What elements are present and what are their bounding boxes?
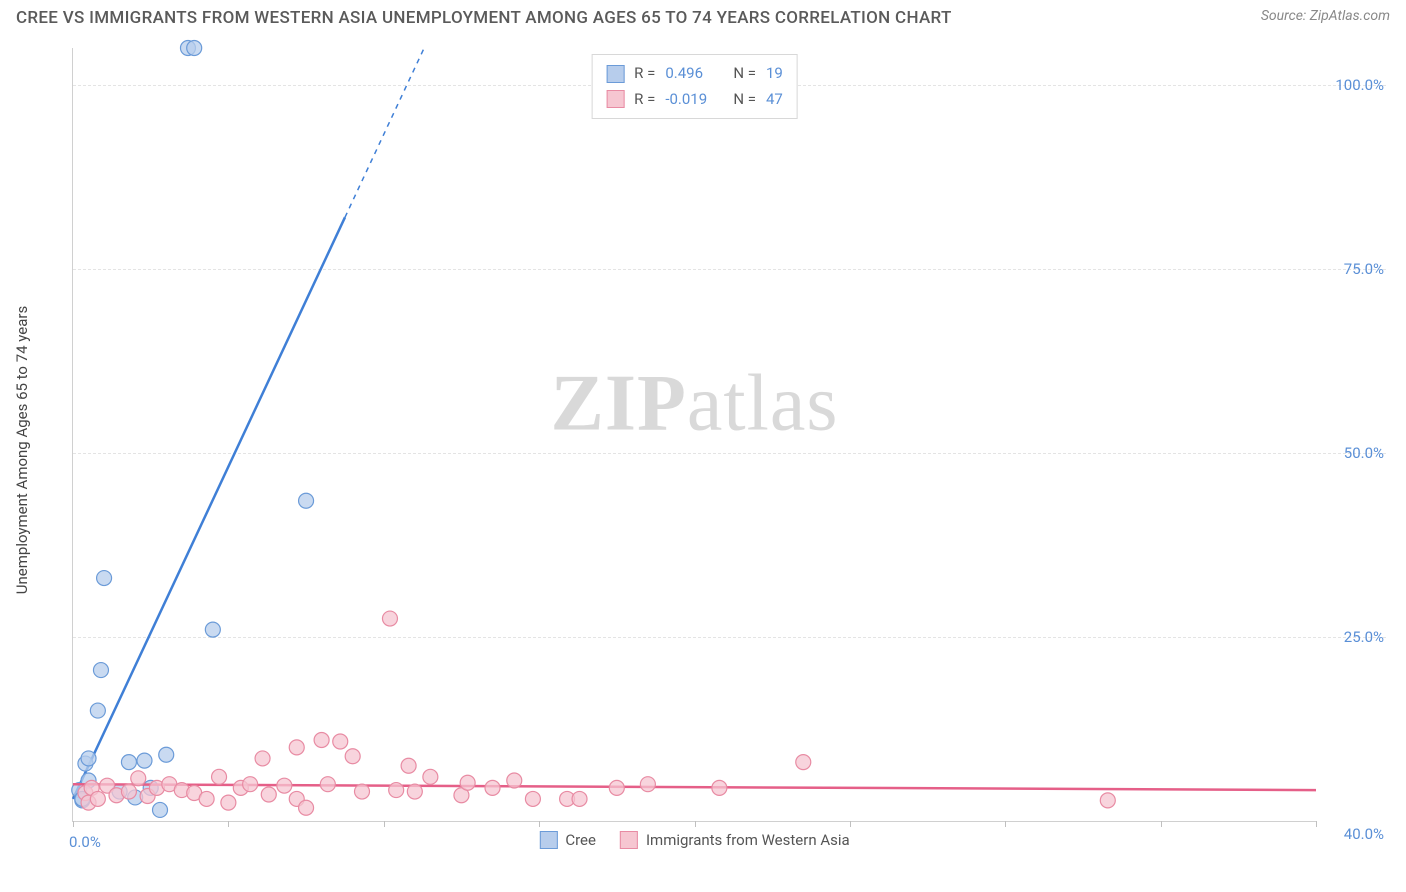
scatter-point: [261, 787, 276, 802]
legend-item: Cree: [539, 831, 596, 849]
scatter-point: [401, 758, 416, 773]
scatter-point: [90, 703, 105, 718]
scatter-point: [131, 771, 146, 786]
y-tick-label: 75.0%: [1344, 260, 1384, 278]
scatter-point: [507, 773, 522, 788]
series-legend: Cree Immigrants from Western Asia: [539, 831, 849, 849]
scatter-point: [572, 791, 587, 806]
scatter-point: [333, 734, 348, 749]
chart-container: Unemployment Among Ages 65 to 74 years Z…: [40, 48, 1386, 852]
y-tick-label: 100.0%: [1335, 76, 1384, 94]
legend-swatch: [606, 90, 624, 108]
scatter-point: [212, 769, 227, 784]
x-tick-label: 0.0%: [69, 833, 101, 851]
legend-n-value: 19: [766, 61, 783, 87]
scatter-point: [289, 740, 304, 755]
scatter-point: [277, 778, 292, 793]
legend-swatch: [606, 65, 624, 83]
scatter-point: [796, 755, 811, 770]
scatter-point: [121, 784, 136, 799]
correlation-legend: R = 0.496 N = 19 R = -0.019 N = 47: [591, 54, 798, 119]
scatter-point: [221, 795, 236, 810]
scatter-point: [525, 791, 540, 806]
x-tick: [73, 821, 74, 827]
x-tick: [850, 821, 851, 827]
scatter-point: [299, 493, 314, 508]
scatter-point: [187, 41, 202, 56]
scatter-point: [255, 751, 270, 766]
scatter-point: [423, 769, 438, 784]
y-tick-label: 50.0%: [1344, 444, 1384, 462]
legend-item: Immigrants from Western Asia: [620, 831, 850, 849]
scatter-point: [243, 777, 258, 792]
scatter-point: [382, 611, 397, 626]
x-tick: [695, 821, 696, 827]
scatter-point: [199, 791, 214, 806]
legend-r-value: -0.019: [665, 87, 723, 113]
x-tick: [539, 821, 540, 827]
legend-n-label: N =: [733, 87, 756, 113]
plot-area: ZIPatlas R =0.496N =19R =-0.019N =47 Cre…: [72, 48, 1316, 822]
source-attribution: Source: ZipAtlas.com: [1261, 8, 1390, 24]
scatter-point: [320, 777, 335, 792]
scatter-point: [137, 753, 152, 768]
legend-swatch: [539, 831, 557, 849]
scatter-point: [97, 571, 112, 586]
scatter-point: [1100, 793, 1115, 808]
scatter-point: [90, 791, 105, 806]
scatter-point: [354, 784, 369, 799]
scatter-point: [121, 755, 136, 770]
legend-label: Immigrants from Western Asia: [646, 831, 850, 849]
y-axis-label: Unemployment Among Ages 65 to 74 years: [13, 306, 31, 594]
scatter-point: [389, 783, 404, 798]
header: CREE VS IMMIGRANTS FROM WESTERN ASIA UNE…: [0, 0, 1406, 32]
scatter-point: [712, 780, 727, 795]
scatter-point: [345, 749, 360, 764]
x-tick-label: 40.0%: [1344, 825, 1384, 843]
legend-r-label: R =: [634, 87, 655, 113]
scatter-point: [299, 800, 314, 815]
scatter-point: [485, 780, 500, 795]
scatter-point: [159, 747, 174, 762]
legend-n-value: 47: [766, 87, 783, 113]
legend-row: R = -0.019 N = 47: [606, 87, 783, 113]
scatter-svg: [73, 48, 1316, 821]
scatter-point: [460, 775, 475, 790]
scatter-point: [81, 751, 96, 766]
legend-label: Cree: [565, 831, 596, 849]
chart-title: CREE VS IMMIGRANTS FROM WESTERN ASIA UNE…: [16, 8, 952, 28]
legend-n-label: N =: [733, 61, 756, 87]
scatter-point: [640, 777, 655, 792]
legend-swatch: [620, 831, 638, 849]
y-tick-label: 25.0%: [1344, 628, 1384, 646]
scatter-point: [609, 780, 624, 795]
scatter-point: [205, 622, 220, 637]
legend-r-label: R =: [634, 61, 655, 87]
x-tick: [1316, 821, 1317, 827]
scatter-point: [153, 802, 168, 817]
x-tick: [384, 821, 385, 827]
scatter-point: [314, 733, 329, 748]
x-tick: [1005, 821, 1006, 827]
legend-r-value: 0.496: [665, 61, 723, 87]
scatter-point: [93, 663, 108, 678]
legend-row: R = 0.496 N = 19: [606, 61, 783, 87]
x-tick: [1161, 821, 1162, 827]
scatter-point: [407, 784, 422, 799]
x-tick: [228, 821, 229, 827]
